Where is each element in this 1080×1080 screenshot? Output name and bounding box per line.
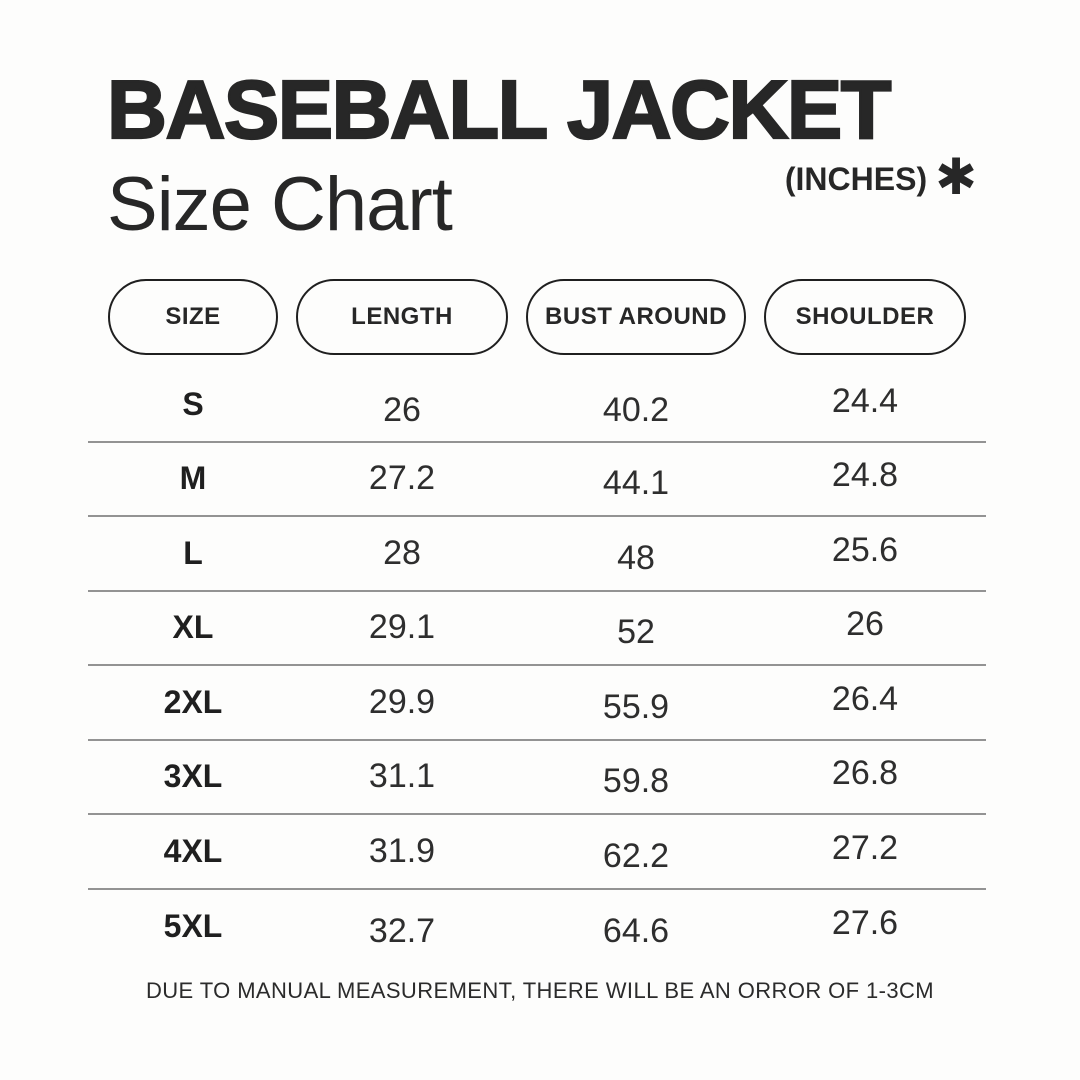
measurement-value: 31.1 xyxy=(368,757,436,796)
table-row-m: M 27.2 44.1 24.8 xyxy=(88,443,986,517)
unit-label: (INCHES) xyxy=(784,160,928,197)
table-row-4xl: 4XL 31.9 62.2 27.2 xyxy=(88,815,986,890)
table-header-row: SIZE LENGTH BUST AROUND SHOULDER xyxy=(88,279,986,355)
column-header-label: SHOULDER xyxy=(795,303,935,330)
unit-annotation: (INCHES) ✱ xyxy=(784,148,977,206)
measurement-value: 24.4 xyxy=(831,381,899,420)
column-header-pill-shoulder: SHOULDER xyxy=(764,279,966,355)
measurement-value: 27.6 xyxy=(831,904,899,943)
size-label: L xyxy=(183,534,203,571)
page-subtitle: Size Chart xyxy=(107,162,453,247)
table-row-3xl: 3XL 31.1 59.8 26.8 xyxy=(88,741,986,815)
table-row-s: S 26 40.2 24.4 xyxy=(88,368,986,443)
table-row-l: L 28 48 25.6 xyxy=(88,517,986,592)
measurement-value: 26.8 xyxy=(831,754,899,793)
measurement-value: 26 xyxy=(383,390,421,429)
page-title: BASEBALL JACKET xyxy=(106,63,893,156)
table-body: S 26 40.2 24.4 M 27.2 44.1 24.8 L 28 48 25.6 XL 29.1 5… xyxy=(88,368,986,964)
column-header-pill-bust-around: BUST AROUND xyxy=(526,279,746,355)
size-label: S xyxy=(182,385,204,422)
asterisk-icon: ✱ xyxy=(935,148,977,206)
size-label: 3XL xyxy=(163,758,223,795)
column-header-label: LENGTH xyxy=(351,303,453,330)
measurement-value: 40.2 xyxy=(602,390,670,429)
column-header-pill-size: SIZE xyxy=(108,279,278,355)
column-header-pill-length: LENGTH xyxy=(296,279,508,355)
measurement-value: 25.6 xyxy=(831,530,899,569)
size-label: XL xyxy=(172,609,214,646)
measurement-value: 52 xyxy=(617,613,655,652)
size-label: 2XL xyxy=(163,683,223,720)
measurement-value: 59.8 xyxy=(602,762,670,801)
measurement-value: 28 xyxy=(383,533,421,572)
table-row-xl: XL 29.1 52 26 xyxy=(88,592,986,666)
size-label: 4XL xyxy=(163,832,223,869)
title-block: BASEBALL JACKET Size Chart xyxy=(106,63,893,247)
size-label: M xyxy=(179,460,207,497)
table-row-2xl: 2XL 29.9 55.9 26.4 xyxy=(88,666,986,741)
measurement-note: DUE TO MANUAL MEASUREMENT, THERE WILL BE… xyxy=(145,978,935,1003)
measurement-value: 27.2 xyxy=(831,828,899,867)
table-row-5xl: 5XL 32.7 64.6 27.6 xyxy=(88,890,986,965)
measurement-value: 24.8 xyxy=(831,456,899,495)
measurement-value: 31.9 xyxy=(368,831,436,870)
measurement-value: 27.2 xyxy=(368,459,436,498)
size-label: 5XL xyxy=(163,908,223,945)
column-header-label: SIZE xyxy=(165,303,221,330)
measurement-value: 26.4 xyxy=(831,679,899,718)
measurement-value: 44.1 xyxy=(602,464,670,503)
measurement-value: 29.9 xyxy=(368,682,436,721)
measurement-value: 62.2 xyxy=(602,836,670,875)
measurement-value: 64.6 xyxy=(602,912,670,951)
measurement-value: 48 xyxy=(617,538,655,577)
measurement-value: 32.7 xyxy=(368,912,436,951)
measurement-value: 29.1 xyxy=(368,608,436,647)
measurement-value: 26 xyxy=(846,605,884,644)
measurement-value: 55.9 xyxy=(602,687,670,726)
column-header-label: BUST AROUND xyxy=(545,303,727,330)
